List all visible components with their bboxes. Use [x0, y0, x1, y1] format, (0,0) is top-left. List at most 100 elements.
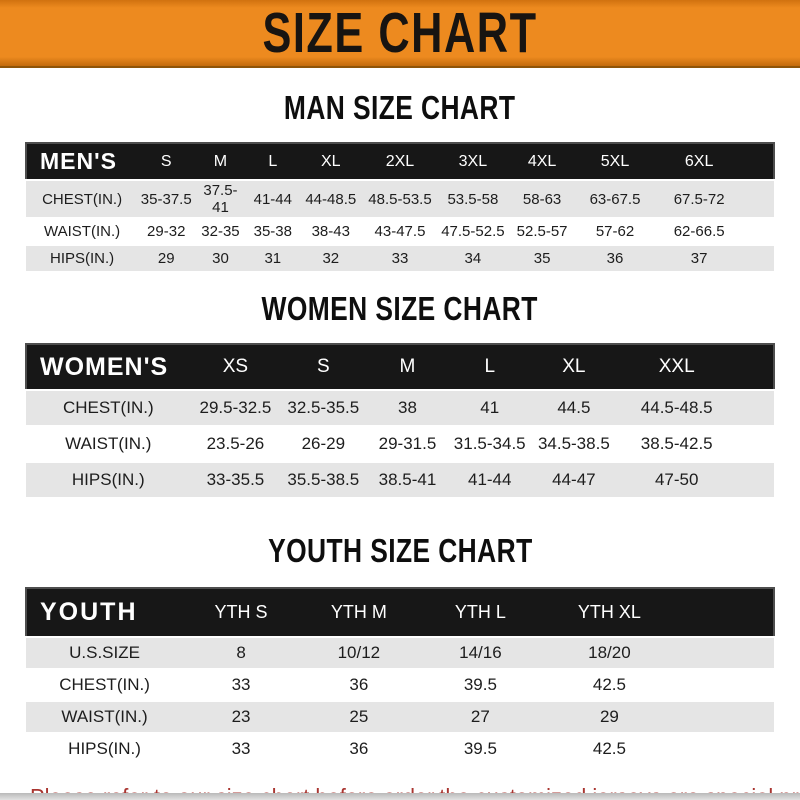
size-header-cell: XS — [190, 343, 281, 391]
size-value-cell: 34 — [437, 245, 509, 273]
size-header-cell: 5XL — [575, 142, 655, 181]
table-group-label: YOUTH — [24, 587, 184, 638]
row-spacer-cell — [744, 180, 774, 219]
size-value-cell: 41-44 — [246, 180, 299, 219]
size-value-cell: 38-43 — [299, 218, 363, 246]
size-header-cell: XL — [299, 142, 363, 181]
size-value-cell: 29.5-32.5 — [190, 390, 281, 427]
header-spacer-cell — [744, 142, 775, 181]
row-label: WAIST(IN.) — [26, 701, 184, 734]
size-value-cell: 33 — [183, 733, 300, 766]
size-header-cell: S — [280, 343, 367, 391]
size-value-cell: 29-31.5 — [366, 426, 449, 463]
header-spacer-cell — [676, 587, 776, 638]
size-value-cell: 14/16 — [418, 637, 543, 670]
row-label: CHEST(IN.) — [26, 180, 139, 219]
table-row: WAIST(IN.) 29-32 32-35 35-38 38-43 43-47.5 47.… — [26, 218, 774, 246]
size-value-cell: 42.5 — [542, 733, 677, 766]
size-chart-banner: SIZE CHART — [0, 0, 800, 68]
size-value-cell: 31.5-34.5 — [448, 426, 531, 463]
size-value-cell: 63-67.5 — [575, 180, 655, 219]
table-group-label: MEN'S — [24, 142, 139, 181]
size-value-cell: 43-47.5 — [362, 218, 438, 246]
size-value-cell: 67.5-72 — [654, 180, 745, 219]
table-header-row: MEN'S S M L XL 2XL 3XL 4XL 5XL 6XL — [24, 142, 775, 181]
size-value-cell: 35 — [508, 245, 576, 273]
size-header-cell: 3XL — [437, 142, 509, 181]
size-value-cell: 33 — [183, 669, 300, 702]
size-header-cell: L — [448, 343, 531, 391]
table-row: CHEST(IN.) 33 36 39.5 42.5 — [26, 669, 774, 702]
row-spacer-cell — [744, 245, 774, 273]
size-value-cell: 41-44 — [448, 462, 531, 499]
size-value-cell: 32 — [299, 245, 363, 273]
size-value-cell: 44-48.5 — [299, 180, 363, 219]
size-value-cell: 37 — [654, 245, 745, 273]
size-value-cell: 35.5-38.5 — [280, 462, 367, 499]
size-value-cell: 8 — [183, 637, 300, 670]
size-value-cell: 38 — [366, 390, 449, 427]
size-value-cell: 29 — [542, 701, 677, 734]
men-heading-text: MAN SIZE CHART — [284, 89, 516, 126]
youth-section-heading: YOUTH SIZE CHART — [0, 532, 800, 570]
row-spacer-cell — [736, 462, 774, 499]
table-row: WAIST(IN.) 23.5-26 26-29 29-31.5 31.5-34.5 34… — [26, 426, 774, 463]
banner-title: SIZE CHART — [262, 1, 538, 65]
size-value-cell: 35-37.5 — [138, 180, 195, 219]
size-value-cell: 36 — [299, 669, 419, 702]
table-row: HIPS(IN.) 29 30 31 32 33 34 35 36 37 — [26, 245, 774, 273]
size-value-cell: 52.5-57 — [508, 218, 576, 246]
table-header-row: WOMEN'S XS S M L XL XXL — [25, 343, 776, 391]
table-row: HIPS(IN.) 33 36 39.5 42.5 — [26, 733, 774, 766]
row-label: HIPS(IN.) — [26, 245, 139, 273]
size-value-cell: 37.5-41 — [194, 180, 247, 219]
size-value-cell: 30 — [194, 245, 247, 273]
size-value-cell: 48.5-53.5 — [362, 180, 438, 219]
size-value-cell: 44.5 — [530, 390, 617, 427]
size-value-cell: 38.5-41 — [366, 462, 449, 499]
size-value-cell: 47.5-52.5 — [437, 218, 509, 246]
women-size-table: WOMEN'S XS S M L XL XXL CHEST(IN.) 29.5-32.5 32.5… — [25, 343, 776, 499]
size-value-cell: 53.5-58 — [437, 180, 509, 219]
row-spacer-cell — [744, 218, 774, 246]
row-label: WAIST(IN.) — [26, 426, 191, 463]
size-value-cell: 32-35 — [194, 218, 247, 246]
size-value-cell: 62-66.5 — [654, 218, 745, 246]
size-value-cell: 41 — [448, 390, 531, 427]
size-value-cell: 44.5-48.5 — [616, 390, 737, 427]
row-spacer-cell — [736, 426, 774, 463]
women-heading-text: WOMEN SIZE CHART — [261, 290, 539, 327]
row-label: U.S.SIZE — [26, 637, 184, 670]
size-value-cell: 32.5-35.5 — [280, 390, 367, 427]
size-value-cell: 29-32 — [138, 218, 195, 246]
row-spacer-cell — [736, 390, 774, 427]
bottom-edge-strip — [0, 793, 800, 800]
size-value-cell: 36 — [575, 245, 655, 273]
size-value-cell: 44-47 — [530, 462, 617, 499]
size-header-cell: L — [246, 142, 299, 181]
row-label: CHEST(IN.) — [26, 390, 191, 427]
men-section-heading: MAN SIZE CHART — [0, 89, 800, 127]
youth-size-table: YOUTH YTH S YTH M YTH L YTH XL U.S.SIZE 8 10/12… — [24, 587, 776, 766]
size-header-cell: M — [194, 142, 247, 181]
row-label: CHEST(IN.) — [26, 669, 184, 702]
size-header-cell: 2XL — [362, 142, 438, 181]
table-row: CHEST(IN.) 35-37.5 37.5-41 41-44 44-48.5 48.5… — [26, 180, 774, 219]
size-value-cell: 18/20 — [542, 637, 677, 670]
size-value-cell: 57-62 — [575, 218, 655, 246]
size-value-cell: 39.5 — [418, 733, 543, 766]
row-spacer-cell — [676, 637, 774, 670]
size-value-cell: 23.5-26 — [190, 426, 281, 463]
row-label: HIPS(IN.) — [26, 462, 191, 499]
size-value-cell: 10/12 — [299, 637, 419, 670]
size-header-cell: 4XL — [508, 142, 576, 181]
size-value-cell: 33-35.5 — [190, 462, 281, 499]
women-section-heading: WOMEN SIZE CHART — [0, 290, 800, 328]
table-header-row: YOUTH YTH S YTH M YTH L YTH XL — [24, 587, 776, 638]
size-value-cell: 39.5 — [418, 669, 543, 702]
size-value-cell: 27 — [418, 701, 543, 734]
size-value-cell: 23 — [183, 701, 300, 734]
header-spacer-cell — [736, 343, 776, 391]
size-header-cell: S — [138, 142, 195, 181]
size-header-cell: YTH L — [418, 587, 543, 638]
